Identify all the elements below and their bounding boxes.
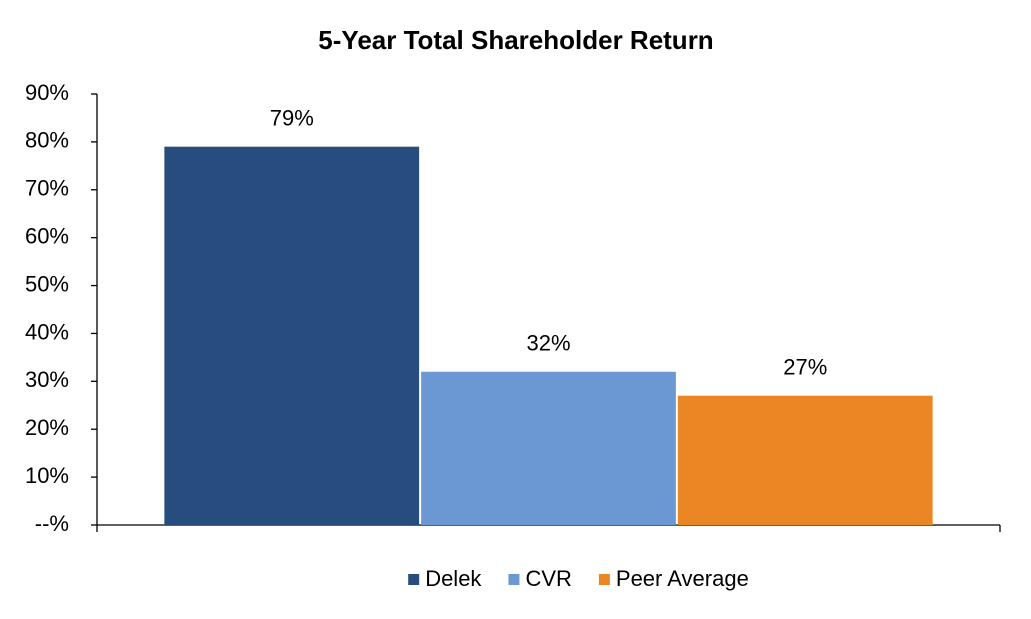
value-label: 79%: [270, 105, 314, 130]
y-tick-label: 30%: [25, 367, 69, 392]
y-tick-label: 50%: [25, 271, 69, 296]
y-tick-label: 20%: [25, 415, 69, 440]
y-tick-label: 40%: [25, 319, 69, 344]
value-label: 32%: [526, 331, 570, 356]
y-tick-label: --%: [35, 511, 69, 536]
bar: [164, 146, 420, 525]
legend-swatch: [408, 574, 420, 585]
value-label: 27%: [783, 355, 827, 380]
legend-label: Peer Average: [616, 566, 749, 591]
bar: [677, 395, 933, 525]
legend-swatch: [508, 574, 520, 585]
legend-label: Delek: [425, 566, 482, 591]
legend-label: CVR: [525, 566, 571, 591]
y-tick-label: 90%: [25, 80, 69, 105]
y-tick-label: 70%: [25, 176, 69, 201]
chart-title: 5-Year Total Shareholder Return: [318, 25, 713, 55]
legend-swatch: [598, 574, 610, 585]
y-tick-label: 60%: [25, 223, 69, 248]
y-tick-label: 10%: [25, 463, 69, 488]
y-tick-label: 80%: [25, 128, 69, 153]
bar: [421, 371, 676, 525]
